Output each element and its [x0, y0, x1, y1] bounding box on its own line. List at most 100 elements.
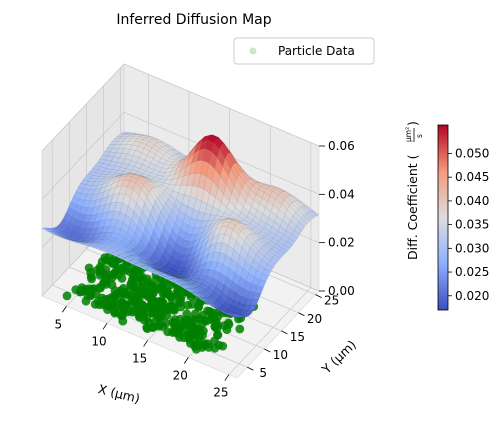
particle-point [194, 301, 203, 311]
particle-point [130, 274, 139, 284]
x-tick-label-15: 15 [132, 351, 147, 365]
surface-patch [269, 257, 279, 265]
colorbar-tick-label-0.030: 0.030 [455, 241, 489, 255]
particle-point [170, 327, 180, 337]
particle-point [212, 324, 222, 334]
particle-point [148, 323, 157, 332]
x-tick-label-25: 25 [213, 386, 228, 400]
y-tick-mark-15 [281, 330, 288, 335]
particle-point [170, 318, 180, 328]
x-tick-label-10: 10 [91, 334, 106, 348]
x-tick-label-5: 5 [55, 317, 63, 331]
particle-point [177, 291, 186, 301]
surface-patch [310, 210, 320, 217]
particle-point [137, 283, 147, 293]
particle-point [118, 316, 128, 326]
particle-point [110, 292, 120, 301]
particle-point [224, 318, 233, 328]
grid-back-z-0.06 [123, 63, 320, 147]
y-tick-label-15: 15 [290, 330, 305, 344]
y-tick-label-10: 10 [273, 348, 288, 362]
particle-point [155, 309, 165, 319]
particle-point [102, 255, 111, 265]
z-tick-label-0.06: 0.06 [328, 139, 355, 153]
colorbar-tick-label-0.045: 0.045 [455, 170, 489, 184]
surface-patch [272, 254, 281, 262]
colorbar-tick-label-0.040: 0.040 [455, 194, 489, 208]
x-tick-mark-10 [102, 323, 108, 330]
particle-point [186, 339, 195, 348]
legend: Particle Data [233, 37, 375, 65]
particle-point [222, 325, 232, 335]
particle-point [163, 287, 173, 297]
legend-label-particle-data: Particle Data [278, 44, 355, 58]
particle-point [176, 302, 186, 312]
particle-point [97, 293, 107, 303]
y-axis-label: Y (μm) [318, 337, 359, 377]
particle-point [210, 343, 220, 353]
colorbar-tick-label-0.035: 0.035 [455, 218, 489, 232]
particle-point [183, 300, 193, 310]
particle-point [195, 314, 204, 324]
z-axis-label-close: ) [405, 121, 420, 126]
diffusion-surface [41, 131, 320, 318]
surface-patch [260, 273, 269, 282]
particle-point [199, 326, 208, 336]
x-tick-mark-20 [183, 357, 189, 364]
particle-point [187, 326, 197, 336]
particle-point [218, 341, 228, 351]
particle-point [86, 268, 96, 278]
surface-patch [286, 238, 296, 246]
particle-point [139, 307, 148, 317]
colorbar-ticks: 0.020 0.025 0.030 0.035 0.040 0.045 0.050 [448, 146, 489, 303]
y-tick-mark-25 [315, 294, 322, 298]
surface-patch [231, 313, 240, 316]
particle-point [108, 299, 118, 309]
surface-patch [245, 309, 255, 315]
particle-point [161, 318, 171, 328]
z-tick-label-0.04: 0.04 [328, 187, 355, 201]
colorbar-gradient [437, 124, 449, 311]
surface-patch [303, 213, 312, 222]
grid-left-z-0.04 [41, 112, 125, 200]
particle-point [117, 298, 127, 307]
x-tick-mark-15 [143, 340, 148, 347]
particle-point [119, 289, 129, 299]
y-tick-mark-20 [298, 312, 305, 317]
particle-point [127, 307, 137, 317]
z-axis-label: Diff. Coefficient ( μm² s ) [404, 121, 424, 260]
surface-patch [255, 285, 264, 294]
x-tick-mark-5 [62, 306, 67, 313]
y-tick-mark-10 [264, 348, 271, 353]
particle-point [110, 308, 120, 318]
grid-left-z-0.06 [41, 63, 125, 152]
particle-point [187, 315, 197, 325]
particle-point [208, 308, 218, 318]
surface-patch [242, 313, 252, 317]
particle-point [133, 296, 142, 306]
particle-point [148, 290, 157, 299]
particle-point [163, 304, 173, 313]
particle-point [62, 291, 72, 301]
surface-patch [257, 279, 267, 288]
particle-point [101, 272, 110, 282]
surface-patch [262, 268, 271, 277]
z-tick-label-0.02: 0.02 [328, 236, 355, 250]
x-axis-label: X (μm) [97, 381, 142, 406]
z-tick-label-0.00: 0.00 [328, 284, 355, 298]
particle-point [129, 282, 138, 292]
surface-patch [288, 234, 298, 242]
particle-point [162, 310, 172, 320]
surface-patch [305, 212, 315, 220]
particle-point [142, 314, 152, 324]
y-tick-label-20: 20 [307, 312, 322, 326]
y-tick-label-5: 5 [259, 366, 267, 380]
x-tick-label-20: 20 [173, 369, 188, 383]
particle-point [75, 287, 85, 297]
particle-point [192, 344, 201, 354]
particle-point [99, 300, 109, 310]
z-axis-label-main: Diff. Coefficient ( [405, 154, 420, 260]
surface-patch [298, 218, 308, 228]
